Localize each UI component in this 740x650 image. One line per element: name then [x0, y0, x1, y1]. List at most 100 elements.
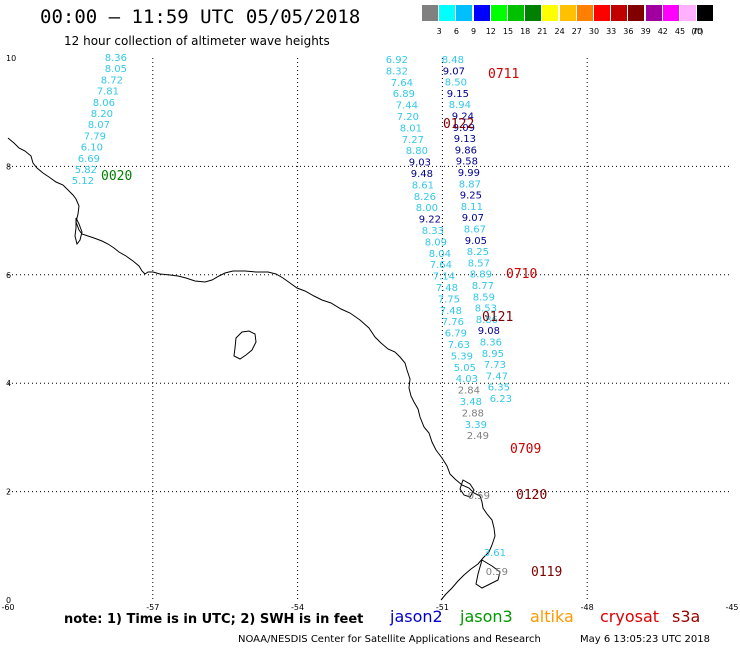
legend-unit: (ft) [691, 27, 704, 36]
wave-height-value: 8.36 [105, 53, 127, 64]
wave-height-value: 3.48 [460, 397, 482, 408]
satellite-name: cryosat [600, 607, 660, 626]
wave-height-value: 6.89 [393, 89, 415, 100]
legend-swatch [680, 5, 696, 21]
legend-label: 6 [453, 27, 459, 36]
estuary-path [475, 559, 501, 589]
y-tick-label: 2 [6, 488, 11, 497]
wave-height-value: 7.75 [438, 294, 460, 305]
legend-swatch [456, 5, 473, 21]
wave-height-value: 6.69 [78, 154, 100, 165]
wave-height-value: 8.59 [473, 292, 495, 303]
wave-height-value: 8.87 [459, 179, 481, 190]
wave-height-value: 8.33 [422, 226, 444, 237]
wave-height-value: 8.61 [412, 180, 434, 191]
legend-swatch [508, 5, 524, 21]
wave-height-value: 8.67 [464, 225, 486, 236]
legend-swatch [628, 5, 645, 21]
wave-height-value: 3.61 [484, 548, 506, 559]
pass-id-label: 0709 [510, 442, 541, 457]
wave-height-value: 8.53 [475, 304, 497, 315]
wave-height-value: 8.07 [88, 120, 110, 131]
x-tick-label: -51 [436, 603, 449, 612]
wave-height-value: 8.86 [476, 315, 498, 326]
x-tick-label: -45 [725, 603, 738, 612]
legend-label: 33 [606, 27, 617, 36]
wave-height-value: 8.77 [472, 281, 494, 292]
wave-height-value: 9.09 [453, 123, 475, 134]
wave-height-value: 5.05 [454, 363, 476, 374]
wave-height-value: 8.06 [93, 98, 115, 109]
axis-ticks: -60 -57 -54 -51 -48 -45 0 2 4 6 8 10 [1, 54, 738, 612]
x-tick-label: -57 [146, 603, 159, 612]
wave-height-value: 9.48 [411, 169, 433, 180]
legend-swatch [559, 5, 576, 21]
wave-height-value: 8.80 [406, 146, 428, 157]
wave-height-value: 8.57 [468, 258, 490, 269]
legend-label: 18 [520, 27, 531, 36]
credit-text: NOAA/NESDIS Center for Satellite Applica… [238, 634, 541, 645]
y-tick-label: 10 [6, 54, 16, 63]
wave-height-value: 7.14 [433, 272, 455, 283]
wave-height-value: 2.49 [467, 431, 489, 442]
wave-height-value: 6.10 [81, 143, 103, 154]
x-tick-label: -54 [291, 603, 304, 612]
satellite-name: jason3 [460, 607, 513, 626]
y-tick-label: 4 [6, 379, 11, 388]
legend-label: 15 [502, 27, 514, 36]
wave-height-value: 0.59 [486, 567, 508, 578]
legend-label: 3 [436, 27, 442, 36]
wave-height-value: 8.32 [386, 66, 408, 77]
wave-height-value: 5.82 [75, 165, 97, 176]
legend-swatch [576, 5, 593, 21]
footer-note: note: 1) Time is in UTC; 2) SWH is in fe… [64, 612, 364, 627]
wave-height-value: 8.95 [482, 349, 504, 360]
pass-id-label: 0119 [531, 565, 562, 580]
wave-height-value: 9.15 [447, 89, 469, 100]
wave-height-value: 5.12 [72, 176, 94, 187]
legend-label: 70 [692, 27, 703, 36]
page-title: 00:00 – 11:59 UTC 05/05/2018 [40, 6, 361, 28]
wave-height-value: 9.58 [456, 157, 478, 168]
wave-height-value: 2.84 [458, 386, 480, 397]
y-tick-label: 8 [6, 162, 11, 171]
x-tick-label: -60 [1, 603, 14, 612]
lat-lon-grid [8, 58, 732, 600]
wave-height-value: 7.76 [442, 317, 464, 328]
x-tick-label: -48 [581, 603, 594, 612]
wave-height-value: 7.81 [97, 87, 119, 98]
satellite-name: jason2 [390, 607, 443, 626]
legend-swatch [439, 5, 456, 21]
wave-height-value: 9.99 [458, 168, 480, 179]
legend-label: 24 [554, 27, 565, 36]
pass-id-label: 0121 [482, 310, 513, 325]
wave-height-value: 7.27 [402, 135, 424, 146]
island-path [233, 330, 257, 360]
wave-height-value: 7.73 [484, 360, 506, 371]
wave-height-value: 8.01 [400, 123, 422, 134]
wave-height-value: 8.48 [442, 55, 464, 66]
wave-tracks: 8.368.058.727.818.068.208.077.796.106.69… [72, 53, 512, 578]
legend-label: 39 [640, 27, 651, 36]
pass-id-label: 0122 [443, 117, 474, 132]
pass-id-label: 0120 [516, 488, 547, 503]
wave-height-value: 9.86 [455, 145, 477, 156]
legend-swatch [542, 5, 559, 21]
wave-height-value: 8.72 [101, 75, 123, 86]
legend-swatch [645, 5, 662, 21]
legend-label: 45 [674, 27, 686, 36]
wave-height-value: 8.26 [414, 192, 436, 203]
wave-height-value: 7.63 [448, 340, 470, 351]
legend-label: 21 [537, 27, 548, 36]
legend-swatch [473, 5, 490, 21]
wave-height-value: 8.36 [480, 338, 502, 349]
wave-height-value: 7.20 [397, 112, 419, 123]
wave-height-value: 7.47 [486, 371, 508, 382]
wave-height-value: 3.39 [465, 420, 487, 431]
river-inlet-path [74, 217, 83, 246]
wave-height-value: 6.79 [445, 329, 467, 340]
wave-height-value: 9.07 [462, 213, 484, 224]
wave-height-value: 8.05 [105, 64, 127, 75]
legend-swatch [594, 5, 610, 21]
